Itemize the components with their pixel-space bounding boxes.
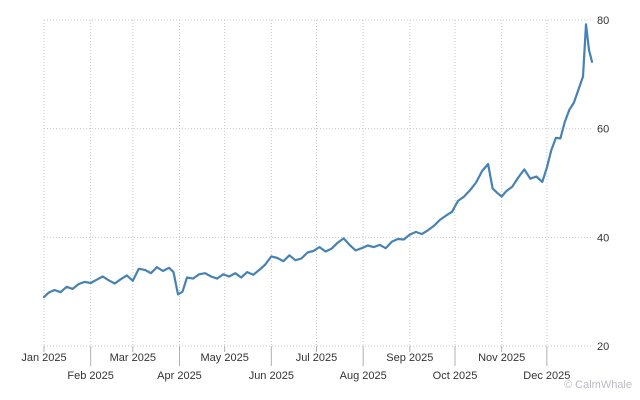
x-tick-label: Nov 2025 [478, 352, 525, 364]
y-axis: 20 40 60 80 [597, 15, 609, 353]
x-tick-label: Mar 2025 [110, 352, 156, 364]
x-tick-label: Sep 2025 [386, 352, 433, 364]
x-tick-label: Feb 2025 [67, 370, 113, 382]
y-tick-label: 60 [597, 124, 609, 136]
y-tick-label: 20 [597, 341, 609, 353]
series-line [42, 23, 594, 299]
x-tick-label: Apr 2025 [157, 370, 202, 382]
x-tick-label: Jun 2025 [249, 370, 294, 382]
x-tick-label: Oct 2025 [433, 370, 478, 382]
watermark-text: © CalmWhale [564, 379, 632, 391]
x-tick-label: Aug 2025 [340, 370, 387, 382]
series-layer [42, 23, 594, 299]
x-tick-label: May 2025 [201, 352, 249, 364]
chart-grid [43, 19, 592, 347]
x-tick-label: Jul 2025 [296, 352, 338, 364]
y-tick-label: 80 [597, 15, 609, 27]
x-tick-label: Dec 2025 [523, 370, 570, 382]
y-tick-label: 40 [597, 232, 609, 244]
x-tick-label: Jan 2025 [21, 352, 66, 364]
